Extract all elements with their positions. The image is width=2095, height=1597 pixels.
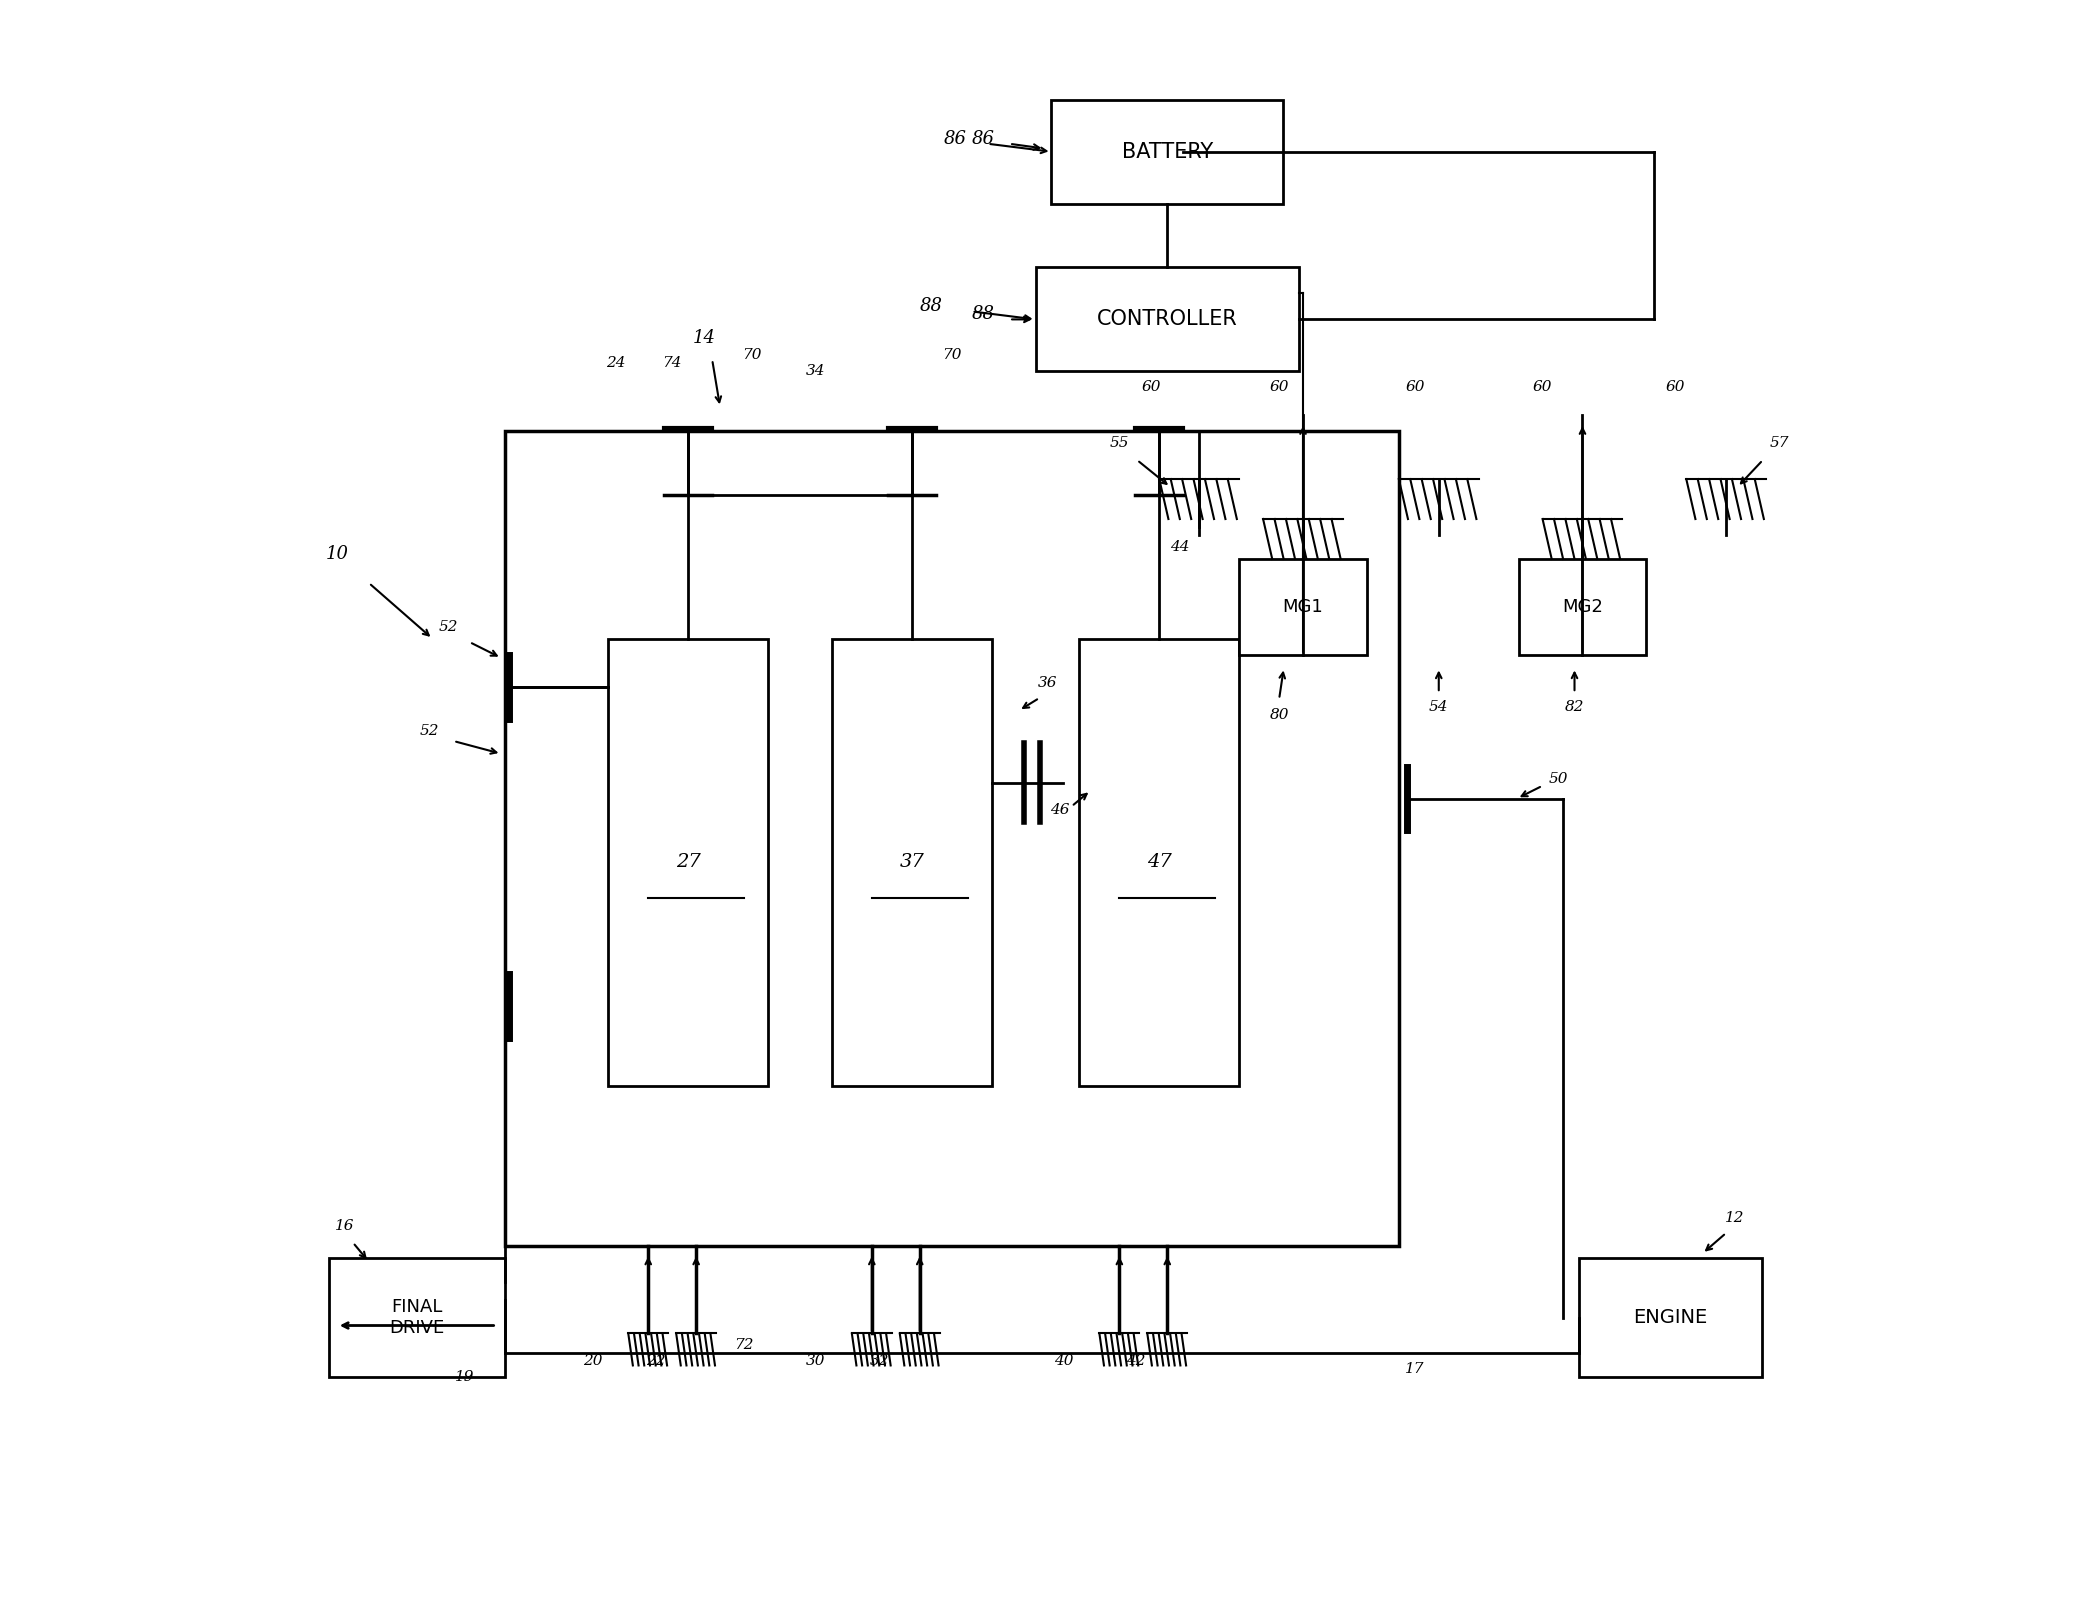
Text: 20: 20 <box>582 1354 601 1369</box>
Text: 42: 42 <box>1125 1354 1146 1369</box>
Text: 22: 22 <box>647 1354 666 1369</box>
Bar <box>1035 267 1299 371</box>
Text: 37: 37 <box>899 853 924 872</box>
Text: 24: 24 <box>608 356 626 371</box>
Text: 47: 47 <box>1146 853 1171 872</box>
Text: 86: 86 <box>972 129 995 149</box>
Text: 14: 14 <box>693 329 716 348</box>
Text: 40: 40 <box>1054 1354 1073 1369</box>
Text: 88: 88 <box>920 297 943 316</box>
Text: 10: 10 <box>325 545 348 564</box>
Text: 44: 44 <box>1171 540 1190 554</box>
Bar <box>1052 99 1282 203</box>
Text: 30: 30 <box>807 1354 825 1369</box>
Text: 72: 72 <box>735 1338 754 1353</box>
Bar <box>1578 1258 1762 1377</box>
Text: 70: 70 <box>943 348 962 363</box>
Text: 80: 80 <box>1270 707 1288 722</box>
Text: 82: 82 <box>1565 699 1584 714</box>
Text: 34: 34 <box>807 364 825 378</box>
Text: 60: 60 <box>1666 380 1684 394</box>
Text: MG1: MG1 <box>1282 597 1324 616</box>
Text: 12: 12 <box>1724 1211 1743 1225</box>
Text: 60: 60 <box>1142 380 1161 394</box>
Text: 70: 70 <box>742 348 763 363</box>
Text: CONTROLLER: CONTROLLER <box>1098 310 1238 329</box>
Text: 60: 60 <box>1406 380 1425 394</box>
Text: 17: 17 <box>1406 1362 1425 1377</box>
Text: 19: 19 <box>455 1370 473 1385</box>
Text: 36: 36 <box>1037 676 1058 690</box>
Text: 57: 57 <box>1768 436 1789 450</box>
Text: 52: 52 <box>419 723 440 738</box>
Bar <box>1079 639 1238 1086</box>
Text: 55: 55 <box>1110 436 1129 450</box>
Text: MG2: MG2 <box>1563 597 1603 616</box>
Text: FINAL
DRIVE: FINAL DRIVE <box>390 1298 444 1337</box>
Bar <box>1519 559 1647 655</box>
Text: 54: 54 <box>1429 699 1448 714</box>
Text: 86: 86 <box>945 129 968 149</box>
Text: 50: 50 <box>1548 771 1569 786</box>
Text: 74: 74 <box>662 356 683 371</box>
Text: 16: 16 <box>335 1219 354 1233</box>
Text: 52: 52 <box>438 620 459 634</box>
Text: 60: 60 <box>1534 380 1552 394</box>
Bar <box>329 1258 505 1377</box>
Text: 32: 32 <box>869 1354 890 1369</box>
Text: 60: 60 <box>1270 380 1288 394</box>
Bar <box>505 431 1399 1246</box>
Text: 46: 46 <box>1050 803 1071 818</box>
Bar <box>832 639 991 1086</box>
Bar <box>608 639 769 1086</box>
Text: ENGINE: ENGINE <box>1634 1308 1707 1327</box>
Text: BATTERY: BATTERY <box>1121 142 1213 161</box>
Bar <box>1238 559 1366 655</box>
Text: 88: 88 <box>972 305 995 324</box>
Text: 27: 27 <box>677 853 700 872</box>
